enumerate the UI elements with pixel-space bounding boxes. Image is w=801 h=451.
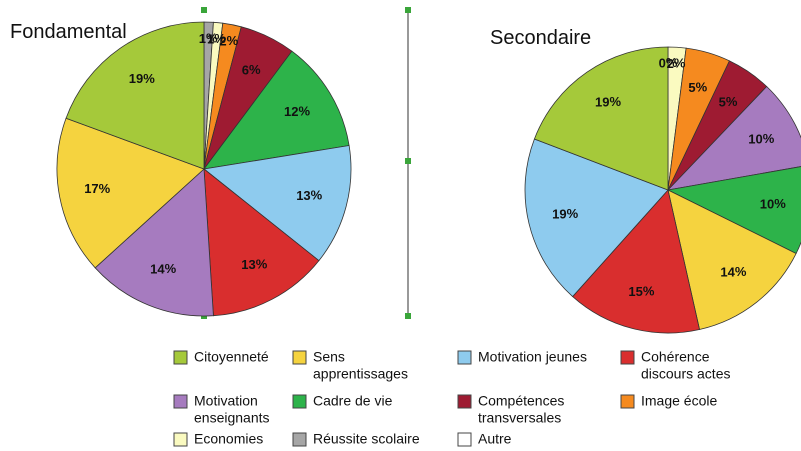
legend-label: Citoyenneté <box>194 349 269 365</box>
data-label: 15% <box>628 284 654 299</box>
chart-title: Secondaire <box>490 27 591 49</box>
legend-swatch <box>620 394 635 409</box>
pie-slice <box>94 168 214 317</box>
data-label-unit: % <box>726 94 738 109</box>
data-label: 17% <box>84 181 110 196</box>
legend-swatch <box>173 394 188 409</box>
legend-label: enseignants <box>194 410 270 426</box>
legend-label: Autre <box>478 431 512 447</box>
pie-slice <box>524 138 669 298</box>
pie-slice <box>666 85 801 191</box>
pie-slice <box>203 50 350 170</box>
data-label-unit: % <box>696 80 708 95</box>
data-label: 2% <box>667 56 686 71</box>
data-label: 19% <box>552 206 578 221</box>
legend-swatch <box>292 394 307 409</box>
legend-swatch <box>457 394 472 409</box>
legend-swatch <box>292 350 307 365</box>
handle <box>201 7 207 13</box>
pie-slice <box>572 189 700 334</box>
data-label: 12% <box>284 104 310 119</box>
data-label-unit: % <box>214 32 226 47</box>
handle <box>405 313 411 319</box>
legend-label: Economies <box>194 431 263 447</box>
data-label-unit: % <box>609 94 621 109</box>
data-label: 5% <box>688 80 707 95</box>
handle <box>405 7 411 13</box>
data-label-unit: % <box>206 31 218 46</box>
legend-swatch <box>292 432 307 447</box>
pie-slice <box>203 168 320 317</box>
legend-swatch <box>620 350 635 365</box>
legend-label: apprentissages <box>313 366 408 382</box>
pie-slice <box>533 46 669 191</box>
data-label: 19% <box>129 71 155 86</box>
legend-label: Motivation jeunes <box>478 349 587 365</box>
data-label: 5% <box>719 94 738 109</box>
data-label-unit: % <box>165 261 177 276</box>
data-label: 1% <box>207 32 226 47</box>
data-label-unit: % <box>249 62 261 77</box>
data-label: 19% <box>595 94 621 109</box>
data-label-unit: % <box>311 188 323 203</box>
legend-label: discours actes <box>641 366 730 382</box>
legend-swatch <box>173 350 188 365</box>
legend-label: Compétences <box>478 393 564 409</box>
data-label-unit: % <box>256 257 268 272</box>
data-label: 6% <box>242 62 261 77</box>
pie-slice <box>203 145 352 262</box>
legend-swatch <box>173 432 188 447</box>
data-label-unit: % <box>643 284 655 299</box>
data-label-unit: % <box>666 56 678 71</box>
data-label: 14% <box>720 265 746 280</box>
data-label: 2% <box>219 33 238 48</box>
data-label-unit: % <box>735 265 747 280</box>
data-label-unit: % <box>227 33 239 48</box>
legend-label: Motivation <box>194 393 258 409</box>
data-label: 14% <box>150 261 176 276</box>
data-label-unit: % <box>143 71 155 86</box>
data-label-unit: % <box>674 56 686 71</box>
handle <box>405 158 411 164</box>
legend-label: Réussite scolaire <box>313 431 420 447</box>
chart-title: Fondamental <box>10 21 127 43</box>
data-label: 13% <box>296 188 322 203</box>
data-label-unit: % <box>774 196 786 211</box>
legend-label: Image école <box>641 393 717 409</box>
data-label: 10% <box>748 131 774 146</box>
data-label-unit: % <box>567 206 579 221</box>
pie-slice <box>667 189 797 330</box>
legend-swatch <box>457 432 472 447</box>
data-label: 10% <box>760 196 786 211</box>
data-label-unit: % <box>763 131 775 146</box>
data-label: 1% <box>199 31 218 46</box>
legend-label: transversales <box>478 410 561 426</box>
data-label-unit: % <box>99 181 111 196</box>
legend-label: Cohérence <box>641 349 710 365</box>
data-label-unit: % <box>298 104 310 119</box>
legend-label: Sens <box>313 349 345 365</box>
legend-swatch <box>457 350 472 365</box>
pie-slice <box>666 166 801 255</box>
legend-label: Cadre de vie <box>313 393 393 409</box>
pie-slice <box>65 21 205 170</box>
data-label: 0% <box>659 56 678 71</box>
data-label: 13% <box>241 257 267 272</box>
